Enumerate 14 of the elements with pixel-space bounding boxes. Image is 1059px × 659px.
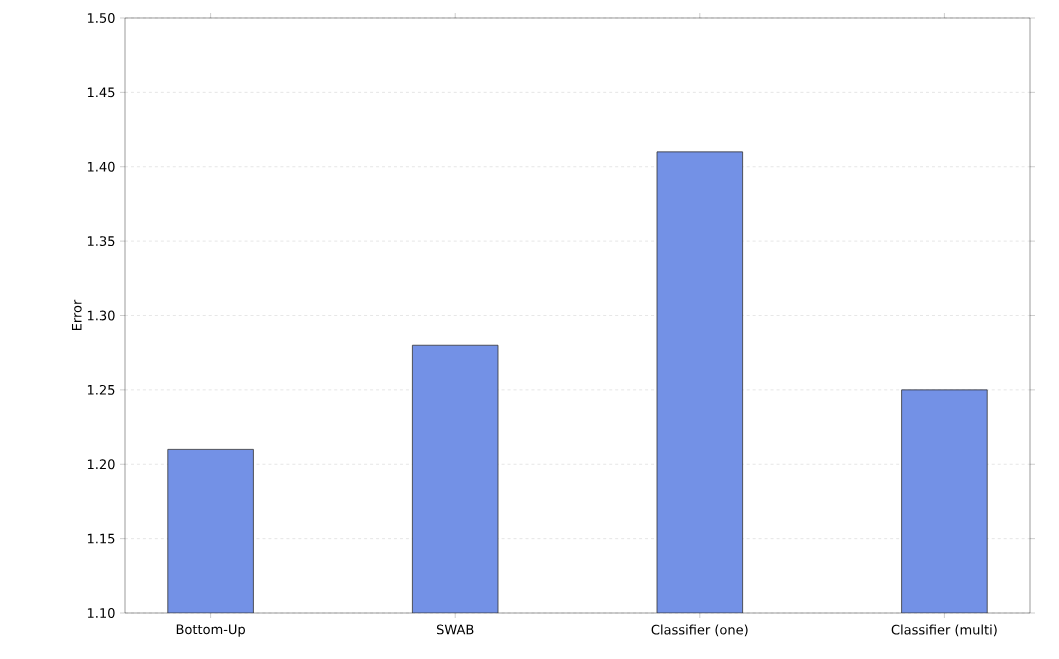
- y-tick-label: 1.25: [87, 384, 115, 395]
- x-tick-label: SWAB: [436, 624, 474, 635]
- y-tick-label: 1.40: [87, 161, 115, 172]
- y-tick-label: 1.15: [87, 533, 115, 544]
- y-tick-label: 1.10: [87, 608, 115, 618]
- x-tick-label: Classifier (one): [651, 624, 748, 637]
- x-tick-label: Bottom-Up: [176, 624, 245, 637]
- y-tick-label: 1.35: [87, 236, 115, 247]
- y-tick-label: 1.20: [87, 459, 115, 470]
- x-tick-label: Classifier (multi): [891, 624, 997, 637]
- y-tick-label: 1.30: [87, 310, 115, 321]
- y-tick-label: 1.45: [87, 87, 115, 98]
- y-axis-title: Error: [71, 299, 82, 331]
- y-tick-label: 1.50: [87, 13, 115, 23]
